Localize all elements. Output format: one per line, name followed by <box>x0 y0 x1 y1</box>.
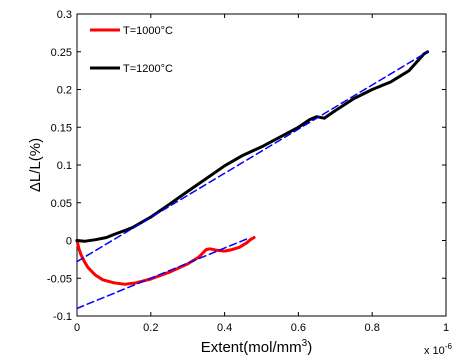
axes-box <box>77 14 446 316</box>
y-tick-label: -0.05 <box>47 273 72 285</box>
x-tick-label: 0.8 <box>365 322 380 334</box>
plot-area: 0 0.2 0.4 0.6 0.8 1 -0.1 -0.05 0 0.05 0.1 0.15 0.2 0… <box>47 9 449 334</box>
y-axis-title: ΔL/L(%) <box>27 138 44 192</box>
x-tick-label: 1 <box>443 322 449 334</box>
y-tick-label: -0.1 <box>53 311 72 323</box>
legend-label-t1000: T=1000°C <box>123 25 173 37</box>
x-tick-label: 0 <box>74 322 80 334</box>
x-tick-label: 0.6 <box>291 322 306 334</box>
x-axis-multiplier-exponent: -6 <box>445 342 453 351</box>
y-tick-label: 0.05 <box>51 198 72 210</box>
y-tick-label: 0.25 <box>51 47 72 59</box>
x-axis-multiplier: x 10-6 <box>424 342 452 357</box>
y-tick-label: 0 <box>66 236 72 248</box>
x-axis-title-main: Extent(mol/mm <box>201 339 302 356</box>
y-tick-label: 0.15 <box>51 122 72 134</box>
x-tick-label: 0.4 <box>217 322 232 334</box>
y-tick-label: 0.1 <box>57 160 72 172</box>
y-tick-label: 0.2 <box>57 85 72 97</box>
x-axis-multiplier-base: x 10 <box>424 345 445 357</box>
x-tick-label: 0.2 <box>143 322 158 334</box>
x-axis-title: Extent(mol/mm3) <box>201 338 312 356</box>
legend-label-t1200: T=1200°C <box>123 63 173 75</box>
y-tick-label: 0.3 <box>57 9 72 21</box>
x-axis-title-close: ) <box>307 339 312 356</box>
